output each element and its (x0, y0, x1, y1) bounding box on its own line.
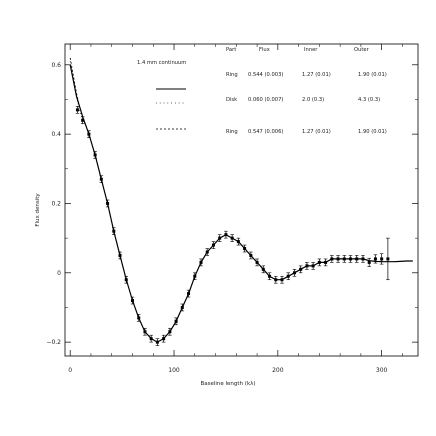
data-point (243, 247, 247, 251)
table-row-3-part: Ring (226, 129, 238, 135)
data-point (187, 292, 191, 296)
data-point (299, 267, 303, 271)
data-point (317, 260, 321, 264)
data-point (112, 229, 116, 233)
table-row-2-part: Disk (226, 97, 237, 103)
data-points (75, 106, 390, 346)
data-point (118, 253, 122, 257)
table-row-3-flux: 0.547 (0.006) (248, 129, 283, 135)
legend: 1.4 mm continuum Part Flux Inner Outer R… (137, 47, 387, 135)
data-point (311, 264, 315, 268)
data-point (355, 257, 359, 261)
y-tick-label: 0.4 (51, 131, 61, 138)
x-axis-label: Baseline length (kλ) (200, 381, 255, 387)
table-row-3-outer: 1.90 (0.01) (358, 129, 387, 135)
x-tick-label: 200 (272, 367, 284, 374)
data-point (143, 330, 147, 334)
data-point (255, 260, 259, 264)
data-point (268, 274, 272, 278)
data-point (236, 240, 240, 244)
data-point (373, 257, 377, 261)
data-point (249, 253, 253, 257)
data-point (87, 132, 91, 136)
table-header-part: Part (226, 47, 236, 53)
data-point (286, 274, 290, 278)
data-point (342, 257, 346, 261)
model-curve-solid (69, 64, 413, 343)
data-point (380, 257, 384, 261)
data-point (106, 201, 110, 205)
data-point (155, 340, 159, 344)
y-tick-label: 0.2 (51, 200, 61, 207)
x-tick-label: 300 (376, 367, 388, 374)
data-point (224, 233, 228, 237)
data-point (367, 260, 371, 264)
data-point (349, 257, 353, 261)
table-row-2-inner: 2.0 (0.3) (302, 97, 324, 103)
y-tick-label: 0.6 (51, 62, 61, 69)
data-point (292, 271, 296, 275)
data-point (180, 305, 184, 309)
axis-ticks (65, 44, 418, 356)
data-point (149, 337, 153, 341)
data-point (81, 118, 85, 122)
plot-border (64, 43, 419, 357)
table-header-outer: Outer (354, 47, 370, 53)
y-tick-label: 0 (57, 270, 61, 277)
y-tick-label: −0.2 (46, 339, 61, 346)
data-point (205, 250, 209, 254)
table-row-1-flux: 0.544 (0.003) (248, 72, 283, 78)
data-point (199, 260, 203, 264)
model-curve-dotted (69, 61, 84, 121)
data-point (361, 257, 365, 261)
data-point (93, 153, 97, 157)
data-point (230, 236, 234, 240)
axis-tick-labels: 0 100 200 300 −0.2 0 0.2 0.4 0.6 (46, 62, 387, 374)
data-point (261, 267, 265, 271)
table-row-2-outer: 4.3 (0.3) (358, 97, 380, 103)
data-point (218, 236, 222, 240)
y-axis-label: Flux density (35, 193, 41, 227)
data-point (386, 257, 390, 261)
table-header-inner: Inner (304, 47, 318, 53)
data-point (75, 108, 79, 112)
data-point (137, 316, 141, 320)
data-point (193, 274, 197, 278)
data-point (168, 330, 172, 334)
table-row-1-outer: 1.90 (0.01) (358, 72, 387, 78)
table-row-3-inner: 1.27 (0.01) (302, 129, 331, 135)
table-row-2-flux: 0.060 (0.007) (248, 97, 283, 103)
data-point (211, 243, 215, 247)
data-point (330, 257, 334, 261)
data-point (162, 337, 166, 341)
data-point (324, 260, 328, 264)
data-point (99, 177, 103, 181)
model-curve-dashed (69, 57, 84, 117)
plot-frame (64, 43, 419, 357)
x-tick-label: 100 (168, 367, 180, 374)
data-point (124, 278, 128, 282)
data-point (280, 278, 284, 282)
data-point (305, 264, 309, 268)
x-tick-label: 0 (68, 367, 72, 374)
data-point (174, 319, 178, 323)
table-row-1-part: Ring (226, 72, 238, 78)
data-point (336, 257, 340, 261)
table-row-1-inner: 1.27 (0.01) (302, 72, 331, 78)
data-point (130, 299, 134, 303)
data-point (274, 278, 278, 282)
table-header-flux: Flux (259, 47, 270, 53)
legend-label: 1.4 mm continuum (137, 60, 186, 66)
legend-table: Part Flux Inner Outer Ring 0.544 (0.003)… (226, 47, 387, 135)
